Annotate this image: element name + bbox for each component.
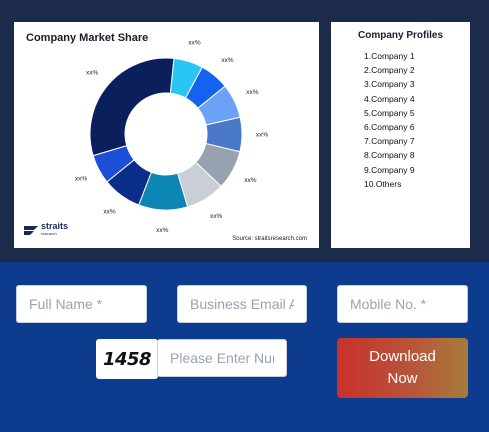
company-profiles-list: 1.Company 1 2.Company 2 3.Company 3 4.Co… [364,49,470,191]
captcha-input[interactable] [157,339,287,377]
list-item: 10.Others [364,178,402,189]
download-label-line2: Now [387,370,418,387]
data-label-8: xx% [103,209,116,216]
list-item: 6.Company 6 [364,121,415,132]
data-label-4: xx% [256,132,269,139]
business-email-input[interactable] [177,285,307,323]
list-item: 4.Company 4 [364,93,415,104]
captcha-image: 1458 [96,339,158,379]
market-share-chart-card: Company Market Share xx% xx% xx% xx% xx% xx% x… [14,22,319,248]
chart-source: Source: straitsresearch.com [232,236,307,242]
data-label-2: xx% [221,57,234,64]
data-label-5: xx% [244,177,257,184]
list-item: 7.Company 7 [364,136,415,147]
list-item: 3.Company 3 [364,79,415,90]
list-item: 8.Company 8 [364,150,415,161]
mobile-number-input[interactable] [337,285,468,323]
list-item: 9.Company 9 [364,164,415,175]
download-now-button[interactable]: Download Now [337,338,468,398]
list-item: 1.Company 1 [364,51,415,61]
logo-subtext: research [41,231,57,236]
list-item: 5.Company 5 [364,107,415,118]
data-label-6: xx% [210,213,223,220]
logo-text: straits [41,221,69,231]
chart-title: Company Market Share [26,32,149,44]
report-preview-section: Company Market Share xx% xx% xx% xx% xx% xx% x… [0,0,489,262]
data-label-3: xx% [246,89,259,96]
data-label-1: xx% [188,39,201,46]
download-label-line1: Download [369,348,436,365]
straits-logo-icon [24,226,38,235]
company-profiles-card: Company Profiles 1.Company 1 2.Company 2… [331,22,470,248]
data-label-9: xx% [75,176,88,183]
company-profiles-title: Company Profiles [357,30,444,41]
data-label-7: xx% [156,227,169,234]
donut-chart: xx% xx% xx% xx% xx% xx% xx% xx% xx% xx% [75,39,269,234]
list-item: 2.Company 2 [364,65,415,76]
data-label-10: xx% [86,70,99,77]
full-name-input[interactable] [16,285,147,323]
straits-logo: straits research [24,222,68,238]
donut-slice-10 [89,57,175,157]
